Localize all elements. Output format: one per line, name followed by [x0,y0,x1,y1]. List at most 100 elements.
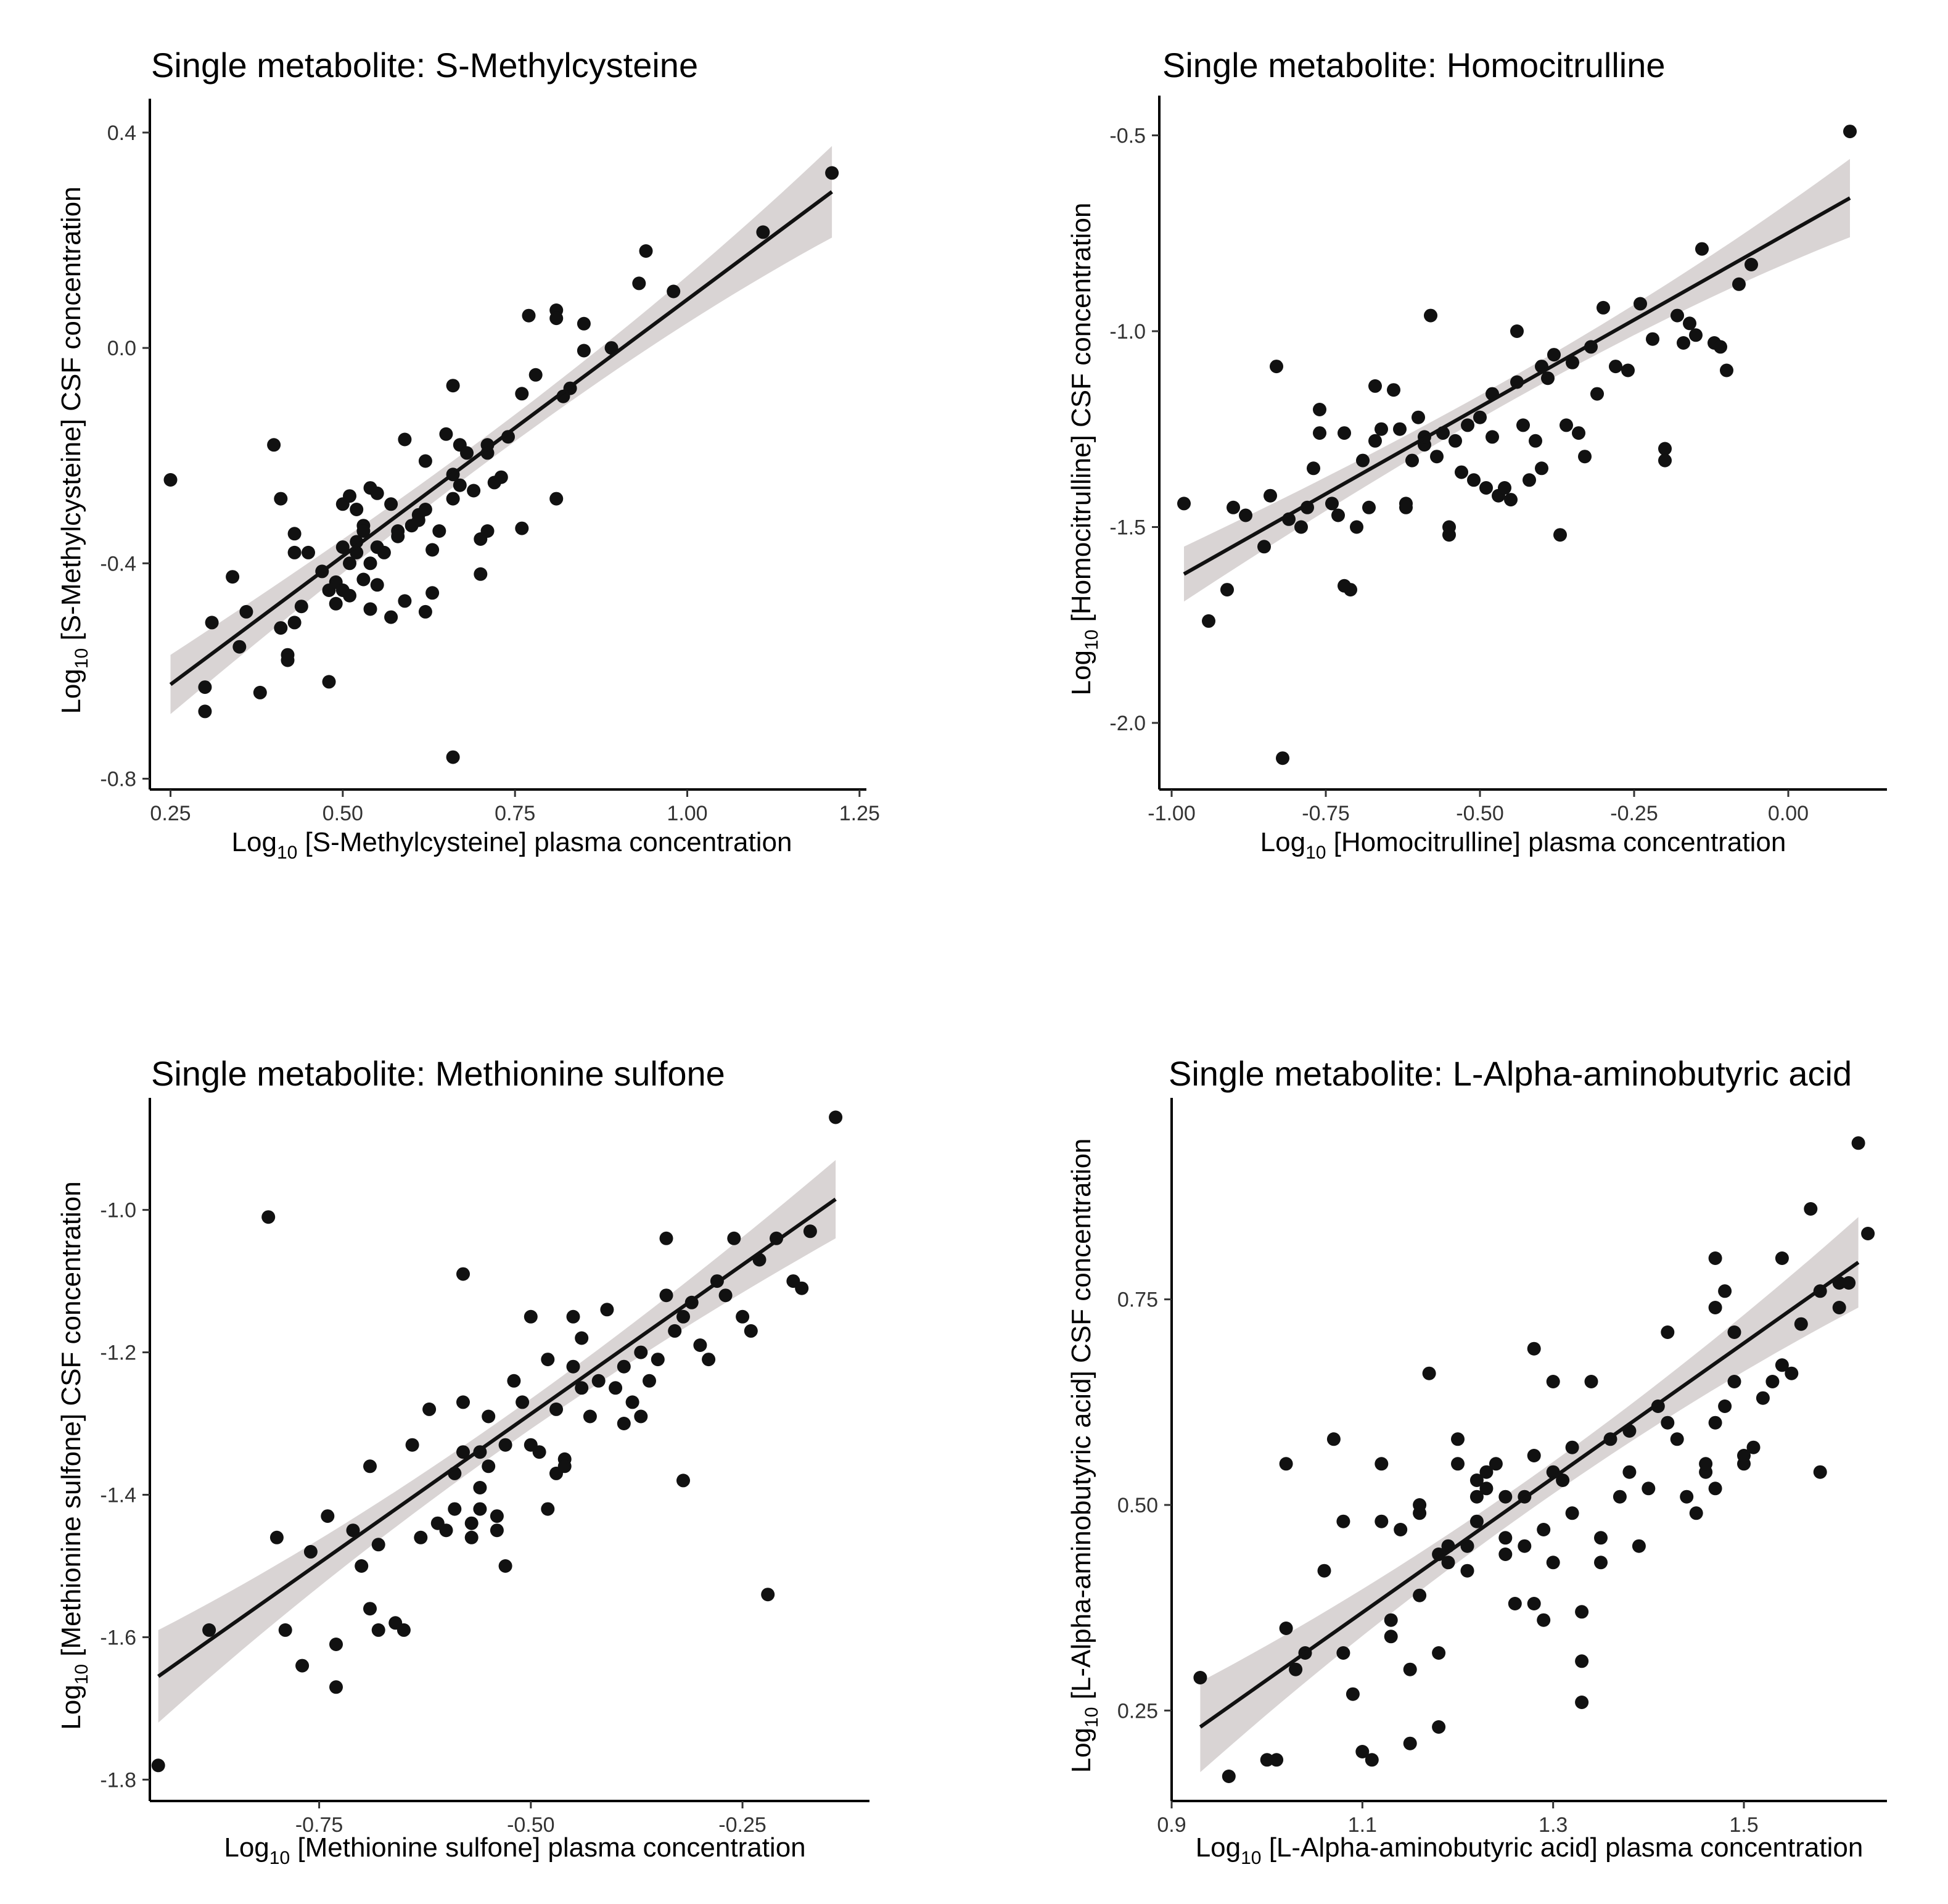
x-tick-label: -0.50 [1456,802,1504,825]
y-tick-label: 0.4 [107,122,136,145]
data-point [795,1281,809,1295]
data-point [702,1353,716,1367]
data-point [370,486,384,500]
data-point [1683,316,1696,331]
data-point [1508,1597,1522,1610]
regression-line [169,190,833,686]
data-point [1307,461,1320,476]
data-point [1338,426,1351,440]
data-point [1634,297,1647,311]
data-point [329,1680,343,1694]
data-point [456,1267,470,1281]
data-point [482,1409,496,1424]
data-point [1473,410,1487,424]
data-point [356,524,371,538]
data-point [1670,1432,1684,1446]
data-point [1556,1473,1570,1487]
data-point [1745,258,1758,271]
data-point [281,653,295,667]
data-point [600,1303,614,1317]
data-point [1504,493,1518,507]
data-point [1566,355,1579,369]
data-point [232,640,247,654]
data-point [1765,1375,1780,1388]
data-point [1661,1325,1675,1339]
data-point [253,685,267,699]
y-tick-label: -1.8 [100,1768,136,1792]
data-point [1695,242,1709,256]
data-point [1708,1301,1722,1314]
data-point [1394,1523,1408,1536]
data-point [1546,1375,1560,1388]
data-point [1708,1482,1722,1496]
data-point [1451,1457,1465,1471]
x-tick-label: 0.50 [323,802,363,825]
x-tick-label: -1.00 [1148,802,1196,825]
data-point [456,1445,470,1459]
data-point [384,610,398,624]
x-axis-title: Log10 [Homocitrulline] plasma concentrat… [1260,827,1786,863]
data-point [1689,328,1703,342]
data-point [727,1231,741,1245]
data-point [1584,1375,1598,1388]
panel-aba: Single metabolite: L-Alpha-aminobutyric … [1066,1054,1887,1868]
panel-hci: Single metabolite: Homocitrulline -1.00 -0… [1066,46,1887,863]
data-point [343,556,356,571]
data-point [467,484,481,498]
data-point [226,570,240,584]
y-axis-title-rest: [L-Alpha-aminobutyric acid] CSF concentr… [1066,1139,1096,1707]
data-point [1451,1432,1465,1446]
data-point [507,1374,521,1388]
x-axis-title-prefix: Log [1260,827,1305,857]
data-point [343,489,356,503]
data-point [1260,1753,1274,1767]
y-tick-label: 0.0 [107,337,136,360]
panel-mss: Single metabolite: Methionine sulfone -0.… [56,1054,869,1868]
data-point [676,1309,690,1324]
data-point [1708,1251,1722,1265]
data-point [302,545,315,559]
y-axis-title-prefix: Log [1066,650,1096,695]
data-point [1276,751,1289,765]
data-point [1527,1597,1541,1610]
x-axis-title: Log10 [S-Methylcysteine] plasma concentr… [232,827,792,863]
data-point [1375,1514,1389,1528]
data-point [363,1602,377,1616]
data-point [1575,1696,1589,1709]
data-point [1403,1736,1417,1750]
x-axis-title-prefix: Log [1196,1832,1241,1863]
confidence-band [170,146,832,714]
data-point [1368,379,1382,393]
data-point [591,1374,606,1388]
x-tick-label: 1.25 [839,802,880,825]
x-tick-label: -0.75 [1302,802,1350,825]
data-point [659,1231,673,1245]
data-point [1424,308,1437,323]
data-point [1609,360,1622,374]
y-axis-title: Log10 [L-Alpha-aminobutyric acid] CSF co… [1066,1139,1102,1773]
data-point [356,572,371,587]
data-point [632,276,646,291]
data-point [1336,1514,1350,1528]
data-point [1537,1523,1551,1536]
data-point [1708,1416,1722,1430]
x-axis-title-subscript: 10 [1241,1848,1261,1868]
data-point [1594,1531,1608,1545]
data-point [1720,363,1733,377]
x-tick-label: 1.5 [1729,1813,1758,1837]
data-point [1355,1745,1370,1758]
data-point [1622,1465,1637,1479]
data-point [335,540,350,554]
data-point [473,1502,487,1516]
data-point [490,1523,504,1538]
data-point [1718,1399,1732,1413]
data-point [371,1538,385,1552]
data-point [1680,1490,1694,1504]
data-point [1590,387,1604,401]
data-point [422,1402,437,1416]
data-point [329,596,343,611]
data-point [1365,1753,1379,1767]
panel-smc: Single metabolite: S-Methylcysteine 0.25 0… [56,46,880,863]
data-point [1613,1490,1627,1504]
